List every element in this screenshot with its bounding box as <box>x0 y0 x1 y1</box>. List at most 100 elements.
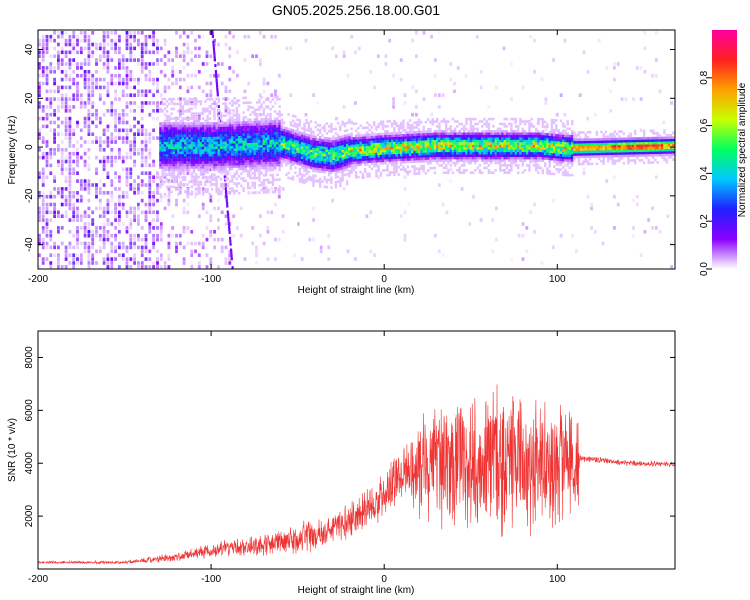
spectrogram-cell <box>431 132 434 136</box>
spectrogram-cell <box>217 136 221 140</box>
spectrogram-cell <box>68 159 72 164</box>
spectrogram-cell <box>190 253 194 257</box>
spectrogram-cell <box>422 157 425 161</box>
spectrogram-cell <box>60 163 64 168</box>
spectrogram-cell <box>201 122 205 125</box>
spectrogram-cell <box>334 144 338 147</box>
spectrogram-cell <box>280 157 284 160</box>
spectrogram-cell <box>415 105 418 109</box>
spectrogram-cell <box>258 140 261 143</box>
spectrogram-cell <box>413 150 416 154</box>
spectrogram-cell <box>152 194 155 199</box>
spectrogram-cell <box>206 139 209 142</box>
spectrogram-cell <box>251 133 254 136</box>
spectrogram-cell <box>192 146 196 150</box>
spectrogram-cell <box>76 140 79 144</box>
spectrogram-cell <box>472 134 475 138</box>
spectrogram-cell <box>152 245 155 250</box>
spectrogram-cell <box>251 226 255 230</box>
spectrogram-cell <box>240 152 243 156</box>
spectrogram-cell <box>303 137 306 141</box>
spectrogram-cell <box>244 123 248 126</box>
spectrogram-cell <box>199 127 203 130</box>
spectrogram-cell <box>118 253 121 257</box>
spectrogram-cell <box>296 123 299 126</box>
spectrogram-cell <box>350 159 353 162</box>
spectrogram-cell <box>72 50 76 55</box>
spectrogram-cell <box>161 173 164 176</box>
spectrogram-cell <box>368 136 371 139</box>
spectrogram-cell <box>49 171 53 175</box>
spectrogram-cell <box>163 146 167 150</box>
spectrogram-cell <box>350 34 354 39</box>
spectrogram-cell <box>41 124 45 129</box>
spectrogram-cell <box>60 148 64 152</box>
spectrogram-cell <box>233 165 236 168</box>
spectrogram-cell <box>236 50 239 55</box>
spectrogram-cell <box>192 112 196 115</box>
spectrogram-cell <box>168 161 171 164</box>
spectrogram-cell <box>397 165 401 169</box>
spectrogram-cell <box>406 124 410 127</box>
spectrogram-cell <box>231 187 234 190</box>
spectrogram-cell <box>289 138 293 141</box>
spectrogram-cell <box>228 225 231 229</box>
spectrogram-cell <box>359 143 362 147</box>
spectrogram-cell <box>206 129 209 133</box>
spectrogram-cell <box>195 149 198 152</box>
spectrogram-cell <box>87 70 91 74</box>
spectrogram-cell <box>271 139 275 143</box>
spectrogram-cell <box>476 144 479 148</box>
spectrogram-cell <box>98 214 102 218</box>
spectrogram-cell <box>163 180 167 184</box>
spectrogram-cell <box>449 159 452 162</box>
spectrogram-cell <box>276 132 279 135</box>
spectrogram-cell <box>318 185 322 188</box>
spectrogram-cell <box>404 129 407 132</box>
spectrogram-cell <box>343 139 347 143</box>
spectrogram-cell <box>240 155 243 158</box>
spectrogram-cell <box>397 136 401 140</box>
spectrogram-cell <box>296 118 299 121</box>
spectrogram-cell <box>411 38 414 43</box>
spectrogram-cell <box>201 166 205 169</box>
spectrogram-cell <box>442 134 446 138</box>
spectrogram-cell <box>125 46 129 51</box>
spectrogram-cell <box>442 147 446 150</box>
spectrogram-cell <box>121 109 125 113</box>
spectrogram-cell <box>314 179 317 183</box>
spectrogram-cell <box>422 135 425 139</box>
spectrogram-cell <box>175 241 178 246</box>
spectrogram-cell <box>231 177 234 181</box>
spectrogram-cell <box>325 154 329 157</box>
spectrogram-cell <box>121 116 125 121</box>
spectrogram-cell <box>183 100 187 103</box>
spectrogram-cell <box>255 108 259 111</box>
spectrogram-cell <box>91 120 95 125</box>
spectrogram-cell <box>179 168 182 172</box>
spectrogram-cell <box>242 138 245 141</box>
spectrogram-cell <box>201 163 205 167</box>
spectrogram-cell <box>381 161 385 165</box>
spectrogram-cell <box>177 158 180 162</box>
spectrogram-cell <box>148 257 152 261</box>
spectrogram-cell <box>359 163 362 166</box>
spectrogram-cell <box>451 139 455 143</box>
spectrogram-cell <box>427 154 430 158</box>
spectrogram-cell <box>83 124 87 129</box>
spectrogram-cell <box>79 179 83 183</box>
spectrogram-cell <box>140 183 144 187</box>
spectrogram-cell <box>454 139 457 143</box>
spectrogram-cell <box>118 116 121 121</box>
spectrogram-cell <box>285 127 288 130</box>
spectrogram-cell <box>321 170 324 174</box>
spectrogram-cell <box>244 162 248 166</box>
spectrogram-cell <box>106 257 110 261</box>
spectrogram-cell <box>87 101 91 105</box>
spectrogram-cell <box>102 261 106 265</box>
spectrogram-cell <box>199 134 203 137</box>
spectrogram-cell <box>102 38 106 43</box>
spectrogram-cell <box>208 129 212 133</box>
spectrogram-cell <box>190 175 194 179</box>
spectrogram-cell <box>242 179 245 183</box>
